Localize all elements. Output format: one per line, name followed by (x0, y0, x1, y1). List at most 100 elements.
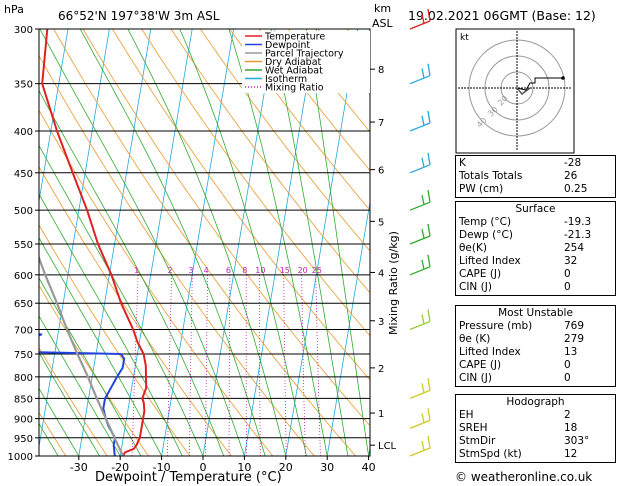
isotherms (39, 29, 370, 456)
dry-adiabat-line (39, 165, 232, 456)
mixing-ratio-label: 8 (242, 266, 247, 275)
pressure-tick-label: 950 (14, 434, 33, 445)
temperature-tick-label: -20 (111, 461, 129, 474)
mixing-ratio-label: 4 (204, 266, 209, 275)
mixing-ratio-line (283, 274, 287, 456)
wind-barb-shaft (409, 122, 431, 132)
km-tick-label: 1 (378, 409, 384, 420)
surface-label: θe(K) (459, 242, 487, 254)
wind-barb-shaft (409, 201, 431, 211)
wind-barb-flag (421, 115, 425, 126)
wind-barb-shaft (409, 235, 431, 245)
pressure-tick-label: 700 (14, 326, 33, 337)
indices-box: K -28 Totals Totals 26 PW (cm) 0.25 (455, 155, 616, 198)
index-label: Totals Totals (459, 170, 523, 182)
index-value: 26 (564, 170, 578, 182)
wind-barb-flag (427, 309, 431, 322)
legend-label: Temperature (264, 32, 325, 43)
mixing-ratio-labels: 1 2 3 4 6 8 10 15 20 25 (134, 266, 322, 275)
index-value: -28 (564, 157, 582, 169)
surface-row: θe(K) 254 (459, 242, 612, 255)
index-row: PW (cm) 0.25 (459, 183, 612, 196)
y-axis-label: Mixing Ratio (g/kg) (387, 231, 400, 335)
km-tick-label: 8 (378, 65, 384, 76)
mixing-ratio-label: 10 (255, 266, 265, 275)
mu-value: 769 (564, 320, 585, 332)
surface-value: 0 (564, 268, 571, 280)
hodo-value: 2 (564, 409, 571, 421)
plot-area (39, 29, 370, 456)
mixing-ratio-line (189, 274, 193, 456)
hodograph-trace (516, 77, 563, 91)
mixing-ratio-label: 15 (280, 266, 290, 275)
location-title: 66°52'N 197°38'W 3m ASL (58, 9, 220, 23)
pressure-tick-label: 1000 (8, 452, 33, 463)
mu-row: Lifted Index 13 (459, 346, 612, 359)
mixing-ratio-label: 25 (312, 266, 322, 275)
temperature-tick-label: 20 (279, 461, 293, 474)
surface-label: CIN (J) (459, 281, 492, 293)
surface-label: Dewp (°C) (459, 229, 513, 241)
hodograph-unit: kt (460, 33, 469, 43)
hodo-value: 303° (564, 435, 590, 447)
data-series (39, 29, 148, 456)
km-tick-label: 4 (378, 268, 384, 279)
dewpoint-line (39, 332, 126, 456)
isotherm-line (368, 445, 370, 456)
surface-box: Surface Temp (°C) -19.3 Dewp (°C) -21.3 θe… (455, 201, 616, 296)
mu-value: 0 (564, 359, 571, 371)
mixing-ratio-line (205, 274, 208, 456)
hodograph-end-point (561, 76, 565, 80)
pressure-tick-label: 900 (14, 415, 33, 426)
wind-barb-flag (421, 68, 425, 79)
hodograph-table-title: Hodograph (506, 396, 565, 408)
index-value: 0.25 (564, 183, 588, 195)
mixing-ratio-label: 20 (298, 266, 308, 275)
hodo-label: SREH (459, 422, 488, 434)
surface-value: 32 (564, 255, 578, 267)
surface-row: Dewp (°C) -21.3 (459, 229, 612, 242)
most-unstable-title: Most Unstable (498, 307, 573, 319)
wind-barb-flag (421, 13, 425, 24)
copyright-footer[interactable]: © weatheronline.co.uk (455, 470, 593, 484)
legend-label: Mixing Ratio (265, 83, 324, 94)
legend-label: Wet Adiabat (265, 66, 323, 77)
isotherm-line (285, 29, 359, 456)
index-label: K (459, 157, 466, 169)
date-title: 19.02.2021 06GMT (Base: 12) (408, 8, 596, 23)
pressure-tick-label: 850 (14, 394, 33, 405)
x-axis-label: Dewpoint / Temperature (°C) (95, 470, 282, 485)
pressure-tick-label: 450 (14, 169, 33, 180)
mu-label: Lifted Index (459, 346, 521, 358)
wind-barb-flag (427, 152, 431, 165)
mixing-ratio-line (315, 274, 321, 456)
wind-barb-flag (427, 8, 431, 22)
temperature-tick-label: 0 (200, 461, 207, 474)
wind-barb-shaft (409, 75, 431, 85)
pressure-tick-label: 300 (14, 25, 33, 36)
temperature-tick-label: 10 (237, 461, 251, 474)
hodo-value: 12 (564, 448, 578, 460)
surface-value: 254 (564, 242, 585, 254)
dry-adiabat-line (200, 29, 370, 252)
mu-label: θe (K) (459, 333, 491, 345)
surface-label: CAPE (J) (459, 268, 502, 280)
dry-adiabat-line (82, 29, 370, 427)
km-tick-label: 7 (378, 118, 384, 129)
pressure-tick-label: 350 (14, 80, 33, 91)
wind-barb-flag (421, 228, 425, 239)
pressure-tick-label: 800 (14, 373, 33, 384)
surface-title: Surface (515, 203, 556, 215)
surface-row: Lifted Index 32 (459, 255, 612, 268)
dry-adiabat-line (229, 29, 370, 211)
temperature-axis: -30 -20 -10 0 10 20 30 40 (70, 456, 376, 474)
mixing-ratio-line (131, 274, 139, 456)
temperature-tick-label: 30 (320, 461, 334, 474)
wind-barb-flag (421, 195, 425, 205)
index-label: PW (cm) (459, 183, 504, 195)
mixing-ratio-lines (131, 274, 321, 456)
wind-barb-flag (427, 223, 431, 237)
mu-label: CAPE (J) (459, 359, 502, 371)
mu-row: CIN (J) 0 (459, 372, 612, 385)
